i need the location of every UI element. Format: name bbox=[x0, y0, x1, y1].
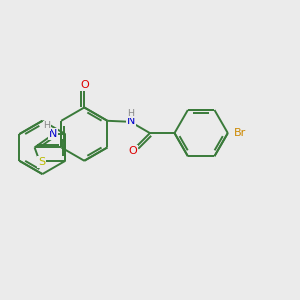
Text: H: H bbox=[128, 109, 134, 118]
Text: S: S bbox=[38, 157, 45, 167]
Text: N: N bbox=[127, 116, 135, 126]
Text: O: O bbox=[128, 146, 137, 156]
Text: Br: Br bbox=[234, 128, 246, 138]
Text: H: H bbox=[44, 122, 50, 130]
Text: O: O bbox=[80, 80, 89, 90]
Text: N: N bbox=[49, 129, 57, 139]
